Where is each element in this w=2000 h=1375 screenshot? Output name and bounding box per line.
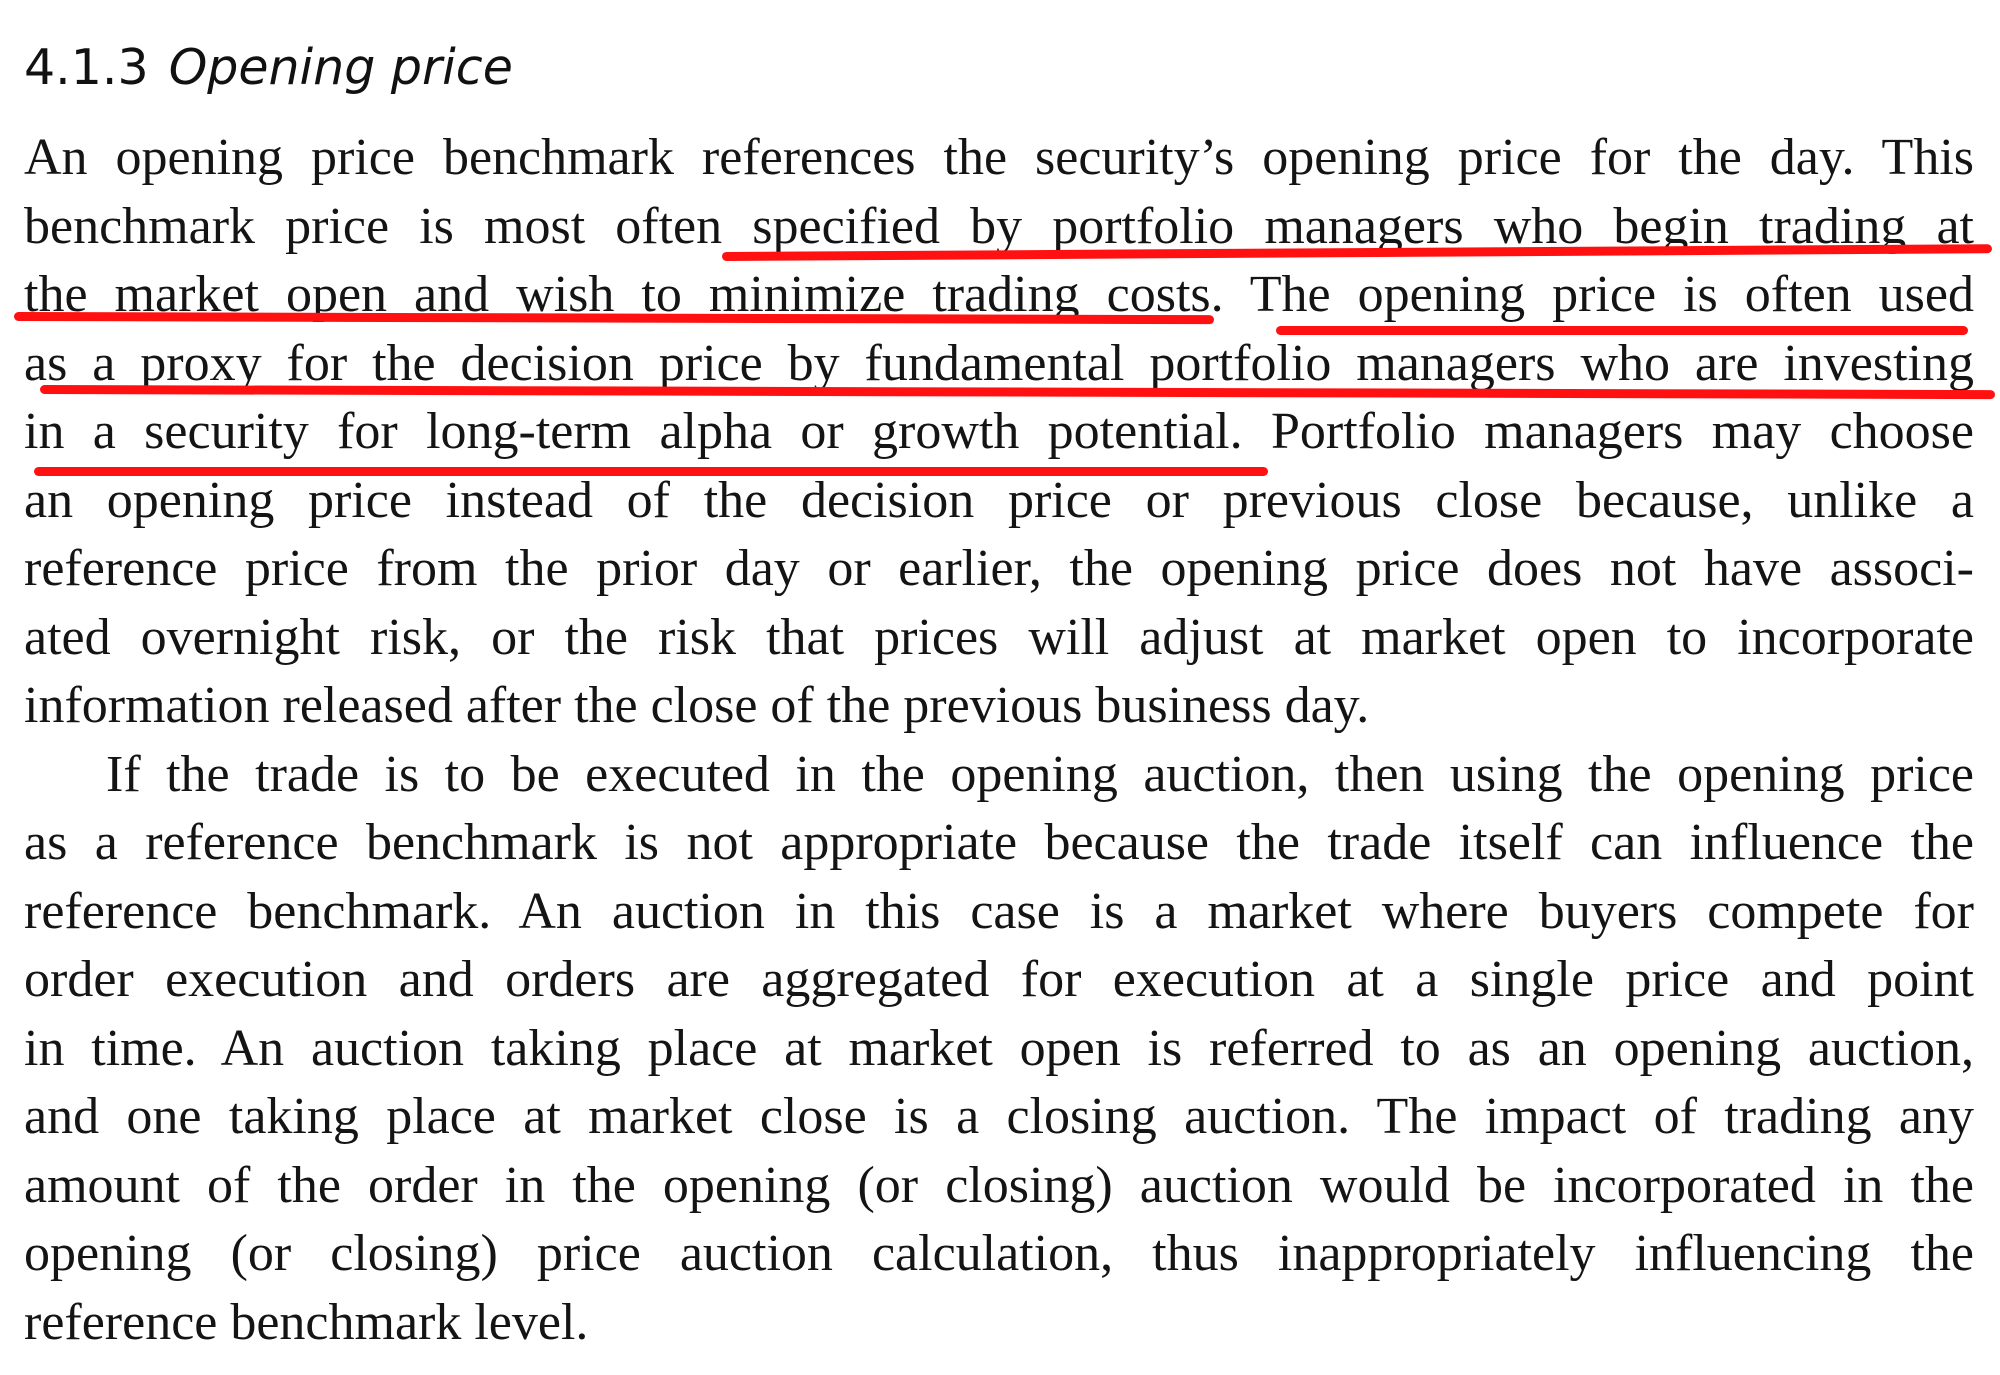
paragraph-line: If the trade is to be executed in the op… [106, 746, 1974, 803]
paragraph-line: an opening price instead of the decision… [24, 472, 1974, 529]
red-underline-mark [34, 467, 1268, 476]
paragraph-line: reference price from the prior day or ea… [24, 540, 1974, 597]
paragraph-line: as a proxy for the decision price by fun… [24, 335, 1974, 392]
paragraph-line: reference benchmark level. [24, 1294, 589, 1351]
paragraph-line: and one taking place at market close is … [24, 1088, 1974, 1145]
paragraph-line: as a reference benchmark is not appropri… [24, 814, 1974, 871]
paragraph-line: reference benchmark. An auction in this … [24, 883, 1974, 940]
paragraph-line: amount of the order in the opening (or c… [24, 1157, 1974, 1214]
paragraph-line: An opening price benchmark references th… [24, 129, 1974, 186]
section-number: 4.1.3 [24, 39, 149, 96]
paragraph-line: information released after the close of … [24, 677, 1370, 734]
section-heading: 4.1.3 Opening price [24, 36, 513, 100]
paragraph-line: in time. An auction taking place at mark… [24, 1020, 1974, 1077]
red-underline-mark [1276, 326, 1968, 335]
paragraph-line: ated overnight risk, or the risk that pr… [24, 609, 1974, 666]
paragraph-line: opening (or closing) price auction calcu… [24, 1225, 1974, 1282]
paragraph-line: in a security for long-term alpha or gro… [24, 403, 1974, 460]
section-title: Opening price [168, 39, 513, 96]
paragraph-line: order execution and orders are aggregate… [24, 951, 1974, 1008]
